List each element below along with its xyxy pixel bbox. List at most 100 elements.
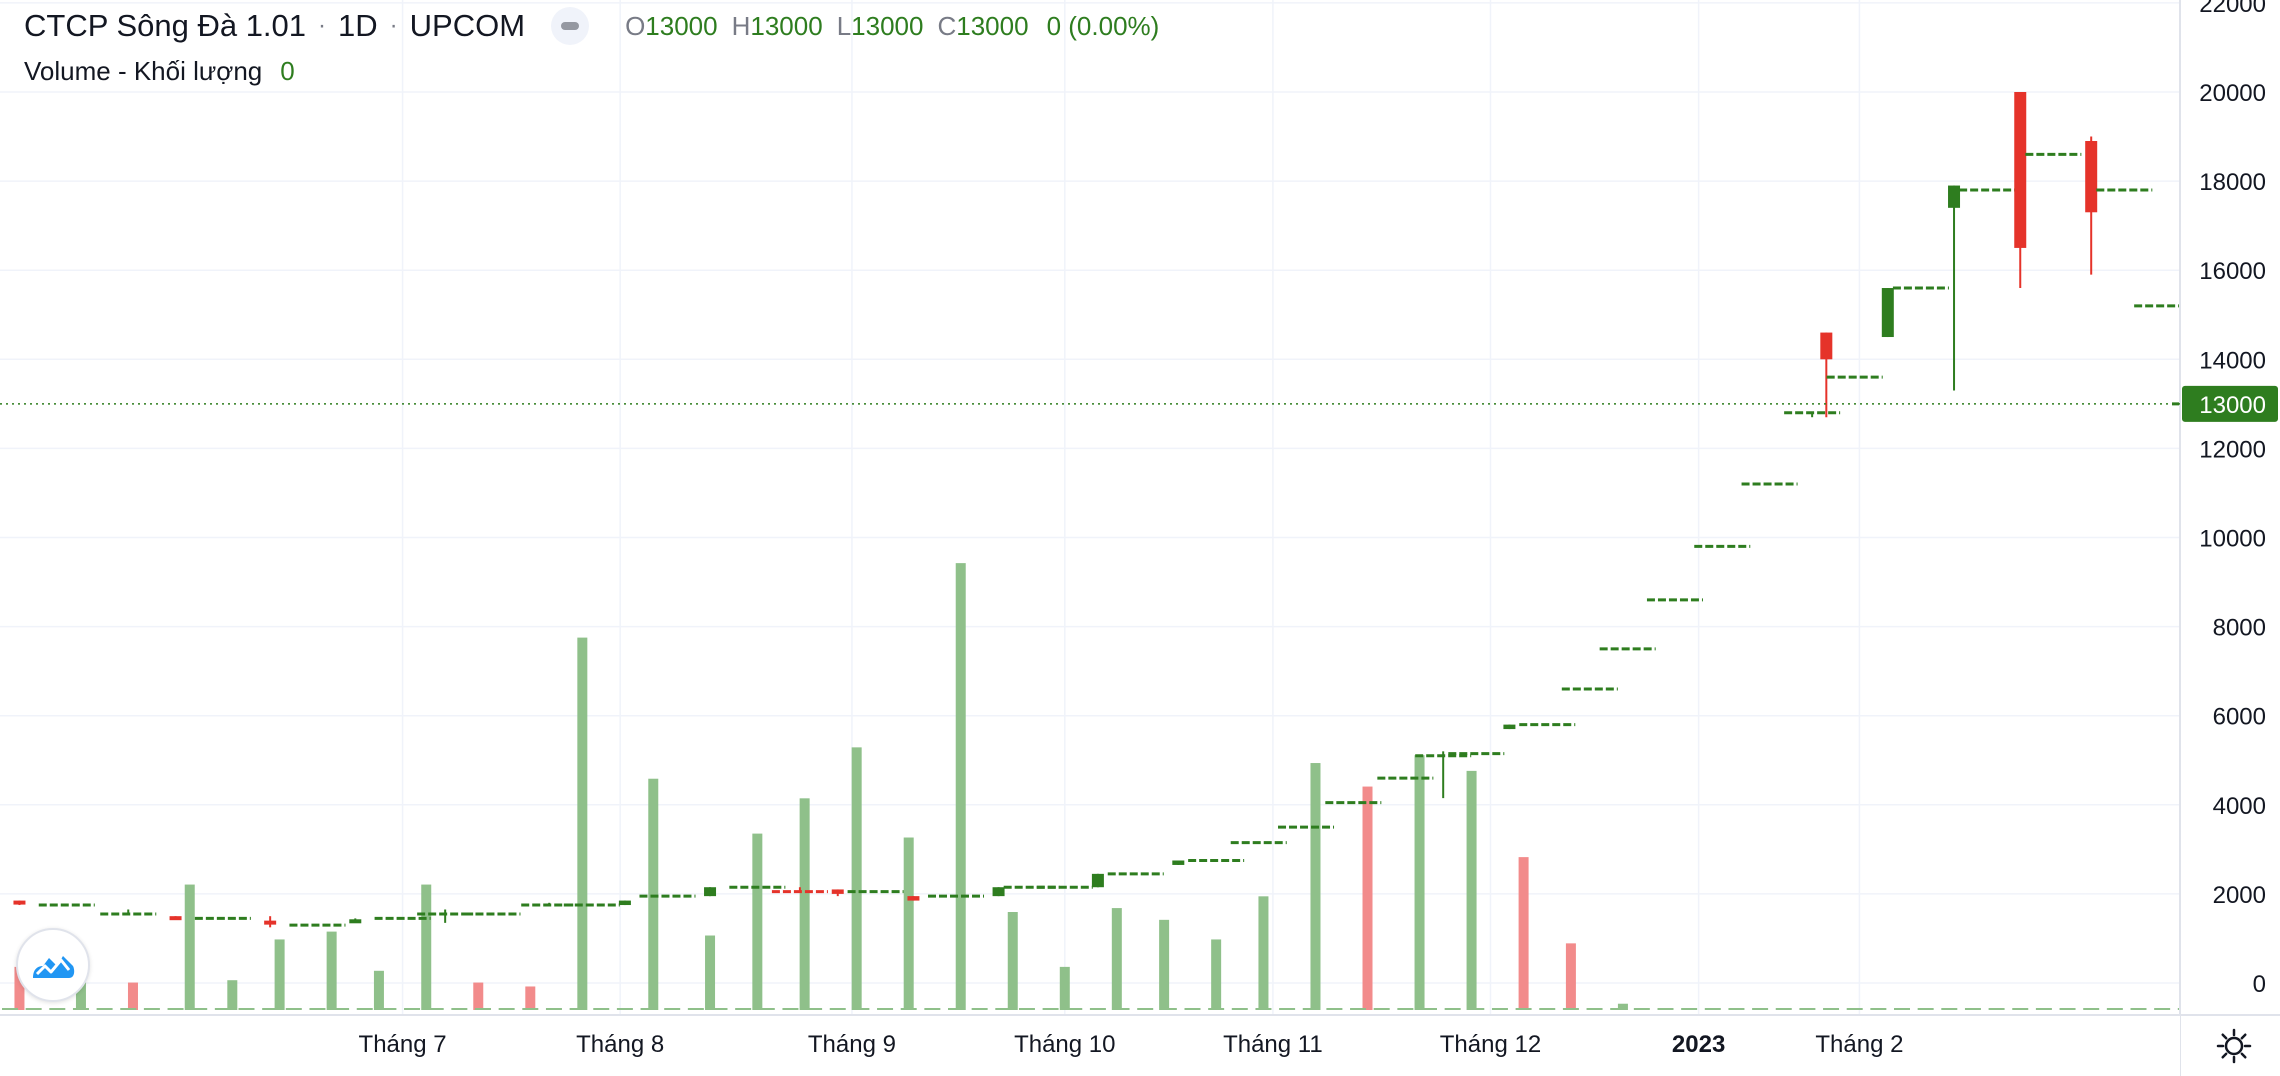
candle[interactable] xyxy=(2085,136,2098,275)
volume-bar xyxy=(1518,857,1529,1010)
high-value: 13000 xyxy=(750,10,823,41)
volume-bar xyxy=(75,982,86,1010)
candle[interactable] xyxy=(618,900,631,906)
candle[interactable] xyxy=(349,918,362,924)
open-key: O xyxy=(625,10,646,41)
volume-bar xyxy=(1565,943,1576,1010)
time-tick-label: Tháng 8 xyxy=(576,1031,664,1058)
candle-body xyxy=(1820,332,1833,360)
last-price-label: 13000 xyxy=(2199,392,2266,419)
candle-body xyxy=(264,920,277,925)
candle[interactable] xyxy=(1415,751,1472,799)
volume-bar xyxy=(1617,1003,1628,1010)
candle[interactable] xyxy=(1881,288,1894,338)
volume-label[interactable]: Volume - Khối lượng xyxy=(24,56,263,86)
candle[interactable] xyxy=(1503,724,1516,730)
legend-separator: · xyxy=(389,12,398,39)
candle[interactable] xyxy=(100,909,157,916)
close-value: 13000 xyxy=(956,10,1029,41)
candle-body xyxy=(1503,724,1516,730)
symbol-name[interactable]: CTCP Sông Đà 1.01 xyxy=(24,8,307,43)
volume-bar xyxy=(1111,908,1122,1010)
price-tick-label: 8000 xyxy=(2213,615,2266,642)
volume-bar xyxy=(577,637,588,1010)
volume-bar xyxy=(1007,912,1018,1010)
volume-bar xyxy=(1258,896,1269,1010)
volume-bar xyxy=(799,798,810,1010)
candle[interactable] xyxy=(1091,873,1104,888)
time-axis-background[interactable] xyxy=(0,1015,2180,1076)
candle[interactable] xyxy=(169,916,182,921)
time-tick-label: Tháng 9 xyxy=(808,1031,896,1058)
low-value: 13000 xyxy=(851,10,924,41)
volume-bar xyxy=(184,884,195,1010)
candle[interactable] xyxy=(831,889,844,897)
candle[interactable] xyxy=(417,909,474,923)
volume-bar xyxy=(1414,755,1425,1010)
volume-value: 0 xyxy=(280,56,295,86)
candle-body xyxy=(2085,141,2098,213)
tradingview-logo-icon[interactable] xyxy=(16,928,90,1002)
price-tick-label: 20000 xyxy=(2199,80,2266,107)
volume-bar xyxy=(705,935,716,1010)
price-axis-background[interactable] xyxy=(2180,0,2280,1076)
volume-bar xyxy=(373,970,384,1010)
candle-body xyxy=(169,916,182,921)
candle[interactable] xyxy=(13,900,26,906)
price-tick-label: 22000 xyxy=(2199,0,2266,18)
low-key: L xyxy=(836,10,852,41)
price-tick-label: 2000 xyxy=(2213,882,2266,909)
candle-body xyxy=(13,900,26,905)
candle[interactable] xyxy=(1784,411,1841,418)
candle-body xyxy=(1881,288,1894,338)
candle-body xyxy=(2014,92,2027,248)
candle-body xyxy=(618,900,631,906)
candle[interactable] xyxy=(1948,185,1961,391)
volume-bar xyxy=(421,884,432,1010)
symbol-legend: CTCP Sông Đà 1.01 · 1D · UPCOM O13000 H1… xyxy=(24,6,1159,46)
volume-bar xyxy=(1362,786,1373,1010)
candle[interactable] xyxy=(2014,92,2027,289)
candle-body xyxy=(907,896,920,901)
open-value: 13000 xyxy=(645,10,718,41)
price-tick-label: 4000 xyxy=(2213,793,2266,820)
candle-body xyxy=(1948,185,1961,208)
candle[interactable] xyxy=(264,916,277,928)
candle-body xyxy=(992,887,1005,897)
volume-bar xyxy=(752,833,763,1010)
candle[interactable] xyxy=(907,896,920,901)
volume-bar xyxy=(851,747,862,1010)
time-tick-label: Tháng 10 xyxy=(1014,1031,1115,1058)
price-tick-label: 10000 xyxy=(2199,526,2266,553)
candle-body xyxy=(1091,873,1104,888)
exchange-label: UPCOM xyxy=(409,8,526,43)
volume-bar xyxy=(14,966,25,1010)
last-price-badge xyxy=(2182,385,2278,422)
volume-legend: Volume - Khối lượng 0 xyxy=(24,56,295,87)
collapse-legend-icon[interactable] xyxy=(551,7,590,45)
ohlc-values: O13000 H13000 L13000 C13000 0 (0.00%) xyxy=(625,11,1159,42)
volume-bar xyxy=(1310,763,1321,1010)
high-key: H xyxy=(731,10,751,41)
gear-icon[interactable] xyxy=(2214,1026,2254,1066)
candle-body xyxy=(1172,860,1185,865)
candle[interactable] xyxy=(1820,332,1833,418)
candle-body xyxy=(349,919,362,924)
volume-bar xyxy=(1466,770,1477,1010)
price-tick-label: 0 xyxy=(2253,971,2266,998)
volume-bar xyxy=(274,939,285,1010)
close-key: C xyxy=(937,10,957,41)
volume-bar xyxy=(525,986,536,1010)
volume-bar xyxy=(1211,939,1222,1010)
candle[interactable] xyxy=(1172,860,1185,865)
candle[interactable] xyxy=(771,887,828,894)
volume-bar xyxy=(473,982,484,1010)
candle[interactable] xyxy=(992,887,1005,897)
volume-bar xyxy=(648,778,659,1010)
time-tick-label: Tháng 7 xyxy=(359,1031,447,1058)
interval-label[interactable]: 1D xyxy=(338,8,378,43)
candle[interactable] xyxy=(704,887,717,897)
time-tick-label: Tháng 12 xyxy=(1440,1031,1541,1058)
candle-body xyxy=(704,887,717,897)
